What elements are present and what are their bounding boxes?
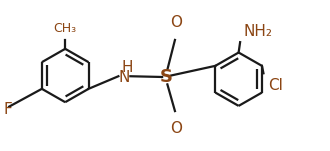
Text: Cl: Cl <box>268 78 283 93</box>
Text: CH₃: CH₃ <box>54 22 77 35</box>
Text: H: H <box>122 60 133 75</box>
Text: NH₂: NH₂ <box>243 24 272 39</box>
Text: S: S <box>160 68 173 86</box>
Text: O: O <box>171 121 182 137</box>
Text: N: N <box>119 70 130 85</box>
Text: F: F <box>3 102 12 117</box>
Text: O: O <box>171 14 182 30</box>
